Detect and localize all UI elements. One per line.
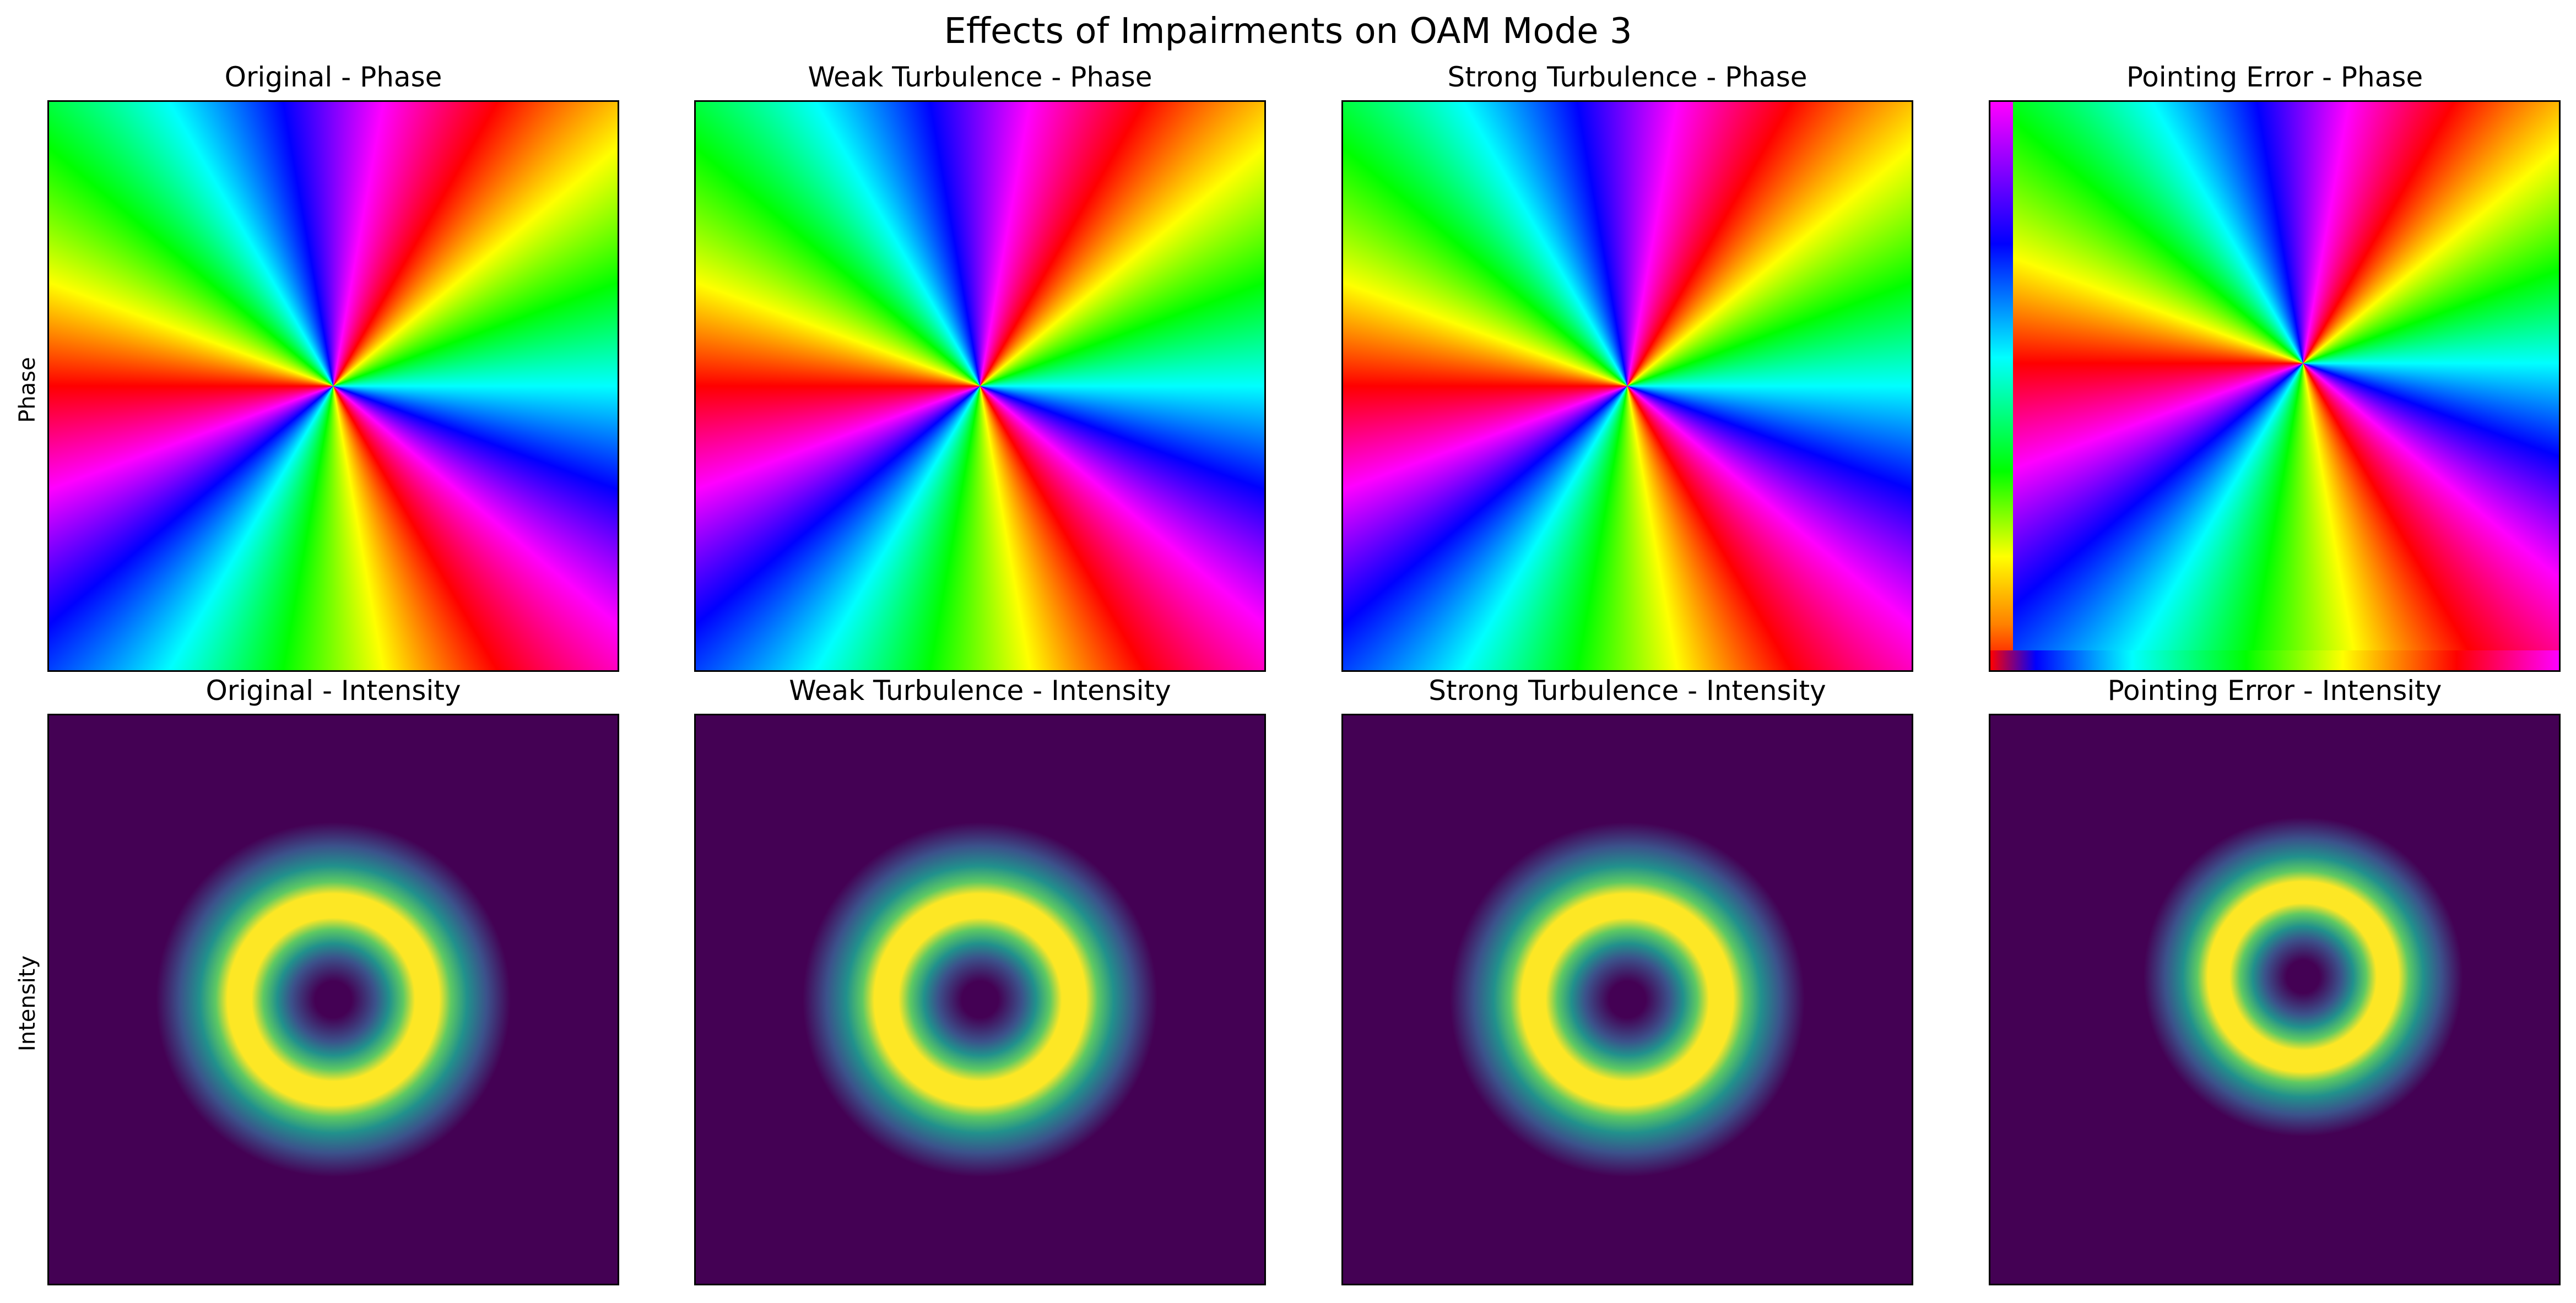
pointing-error-left-strip (1990, 102, 2014, 670)
panel-title-pointing-intensity: Pointing Error - Intensity (2107, 675, 2442, 707)
panel-title-strong-intensity: Strong Turbulence - Intensity (1428, 675, 1826, 707)
intensity-panel-strong-turbulence (1341, 714, 1913, 1285)
intensity-panel-original (47, 714, 619, 1285)
phase-panel-weak-turbulence (694, 100, 1266, 672)
pointing-error-bottom-strip (1990, 650, 2559, 670)
panel-title-original-intensity: Original - Intensity (205, 675, 461, 707)
row-label-phase: Phase (15, 357, 40, 423)
phase-panel-original (47, 100, 619, 672)
panel-title-pointing-phase: Pointing Error - Phase (2126, 61, 2423, 93)
intensity-panel-pointing-error (1989, 714, 2561, 1285)
figure-title: Effects of Impairments on OAM Mode 3 (944, 11, 1632, 52)
panel-title-original-phase: Original - Phase (224, 61, 442, 93)
panel-title-weak-phase: Weak Turbulence - Phase (808, 61, 1152, 93)
row-label-intensity: Intensity (15, 955, 40, 1052)
panel-title-strong-phase: Strong Turbulence - Phase (1447, 61, 1807, 93)
intensity-panel-weak-turbulence (694, 714, 1266, 1285)
phase-panel-strong-turbulence (1341, 100, 1913, 672)
phase-panel-pointing-error (1989, 100, 2561, 672)
panel-title-weak-intensity: Weak Turbulence - Intensity (789, 675, 1171, 707)
